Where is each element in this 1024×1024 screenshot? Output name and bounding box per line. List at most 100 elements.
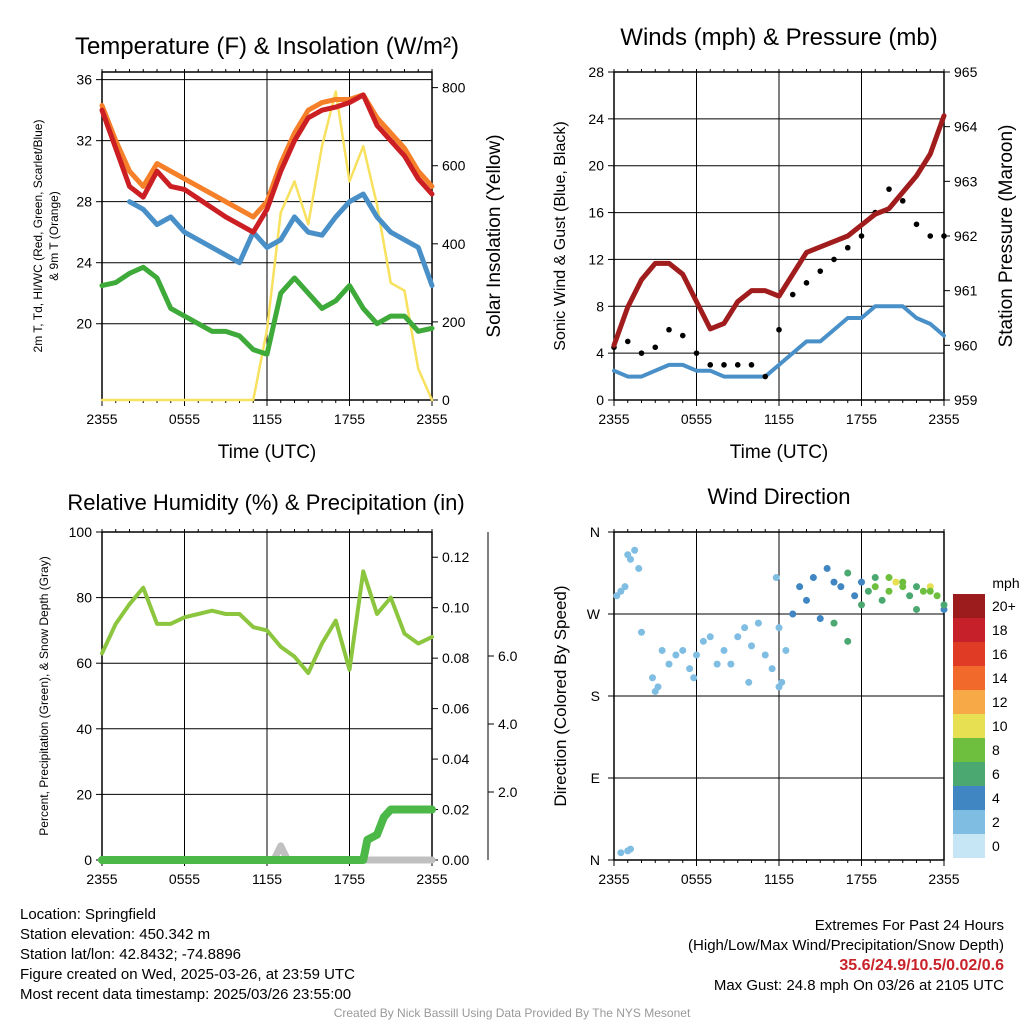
colorbar-swatch xyxy=(953,738,985,762)
gust-point xyxy=(652,344,659,351)
colorbar-swatch xyxy=(953,786,985,810)
direction-point xyxy=(768,665,776,673)
pressure-y2tick-label: 962 xyxy=(954,228,978,244)
direction-point xyxy=(837,583,845,591)
direction-point xyxy=(782,646,790,654)
rh-xtick-label: 1755 xyxy=(334,871,365,887)
pressure-y2tick-label: 964 xyxy=(954,119,978,135)
snow-axis-tick-label: 6.0 xyxy=(498,648,518,664)
gust-point xyxy=(803,280,810,286)
precip-y2tick-label: 0.12 xyxy=(442,549,469,565)
gust-point xyxy=(638,350,645,356)
precip-y2tick-label: 0.04 xyxy=(442,751,469,767)
wind-xlabel: Time (UTC) xyxy=(730,442,829,463)
temp-ylabel: 2m T, Td, HI/WC (Red, Green, Scarlet/Blu… xyxy=(31,120,45,353)
colorbar-label: 20+ xyxy=(992,598,1016,614)
direction-point xyxy=(727,660,735,668)
direction-point xyxy=(913,605,920,613)
colorbar-label: 18 xyxy=(992,622,1008,638)
gust-point xyxy=(707,362,714,368)
gust-point xyxy=(913,221,920,228)
colorbar-swatch xyxy=(953,834,985,858)
precip-y2tick-label: 0.06 xyxy=(442,701,469,717)
direction-point xyxy=(679,646,687,654)
direction-point xyxy=(621,583,629,591)
insolation-line xyxy=(100,90,434,402)
temp-ytick-label: 36 xyxy=(76,72,92,88)
rh-ylabel: Percent, Precipitation (Green), & Snow D… xyxy=(37,556,51,835)
colorbar-label: 10 xyxy=(992,718,1008,734)
gust-point xyxy=(899,198,906,204)
direction-point xyxy=(672,651,680,659)
direction-point xyxy=(796,583,804,591)
pressure-line xyxy=(611,113,947,348)
direction-point xyxy=(858,601,865,609)
rh-ytick-label: 40 xyxy=(76,721,92,737)
direction-point xyxy=(844,637,852,645)
dewpoint-line xyxy=(99,264,435,357)
direction-point xyxy=(871,583,879,591)
colorbar-label: 4 xyxy=(992,790,1000,806)
wind-ytick-label: 0 xyxy=(596,392,604,408)
direction-point xyxy=(926,587,934,595)
colorbar-label: 2 xyxy=(992,814,1000,830)
recent-text: Most recent data timestamp: 2025/03/26 2… xyxy=(20,986,352,1003)
precip-y2tick-label: 0.08 xyxy=(442,650,469,666)
temp-insol-y2tick-label: 400 xyxy=(442,236,466,252)
rh-ytick-label: 80 xyxy=(76,590,92,606)
max-gust-text: Max Gust: 24.8 mph On 03/26 at 2105 UTC xyxy=(713,977,1004,994)
direction-point xyxy=(627,845,634,853)
pressure-y2tick-label: 960 xyxy=(954,337,978,353)
precip-line xyxy=(98,805,436,864)
extremes-title: Extremes For Past 24 Hours xyxy=(814,917,1004,934)
direction-point xyxy=(830,619,838,627)
temp-insol-y2tick-label: 200 xyxy=(442,314,466,330)
temp-2m-line xyxy=(99,92,435,235)
dir-xtick-label: 1755 xyxy=(846,871,877,887)
wind-xtick-label: 2355 xyxy=(928,411,959,427)
direction-point xyxy=(823,564,831,572)
rh-xtick-label: 2355 xyxy=(416,871,447,887)
temp-xlabel: Time (UTC) xyxy=(218,442,317,463)
wind-ytick-label: 28 xyxy=(588,64,604,80)
dir-ytick-label: N xyxy=(590,852,600,868)
rh-xtick-label: 2355 xyxy=(86,871,117,887)
pressure-y2tick-label: 963 xyxy=(954,173,978,189)
wind-xtick-label: 2355 xyxy=(598,411,629,427)
gust-point xyxy=(817,268,824,274)
temp-y2label: Solar Insolation (Yellow) xyxy=(484,134,505,337)
gust-point xyxy=(748,362,755,368)
dir-ytick-label: W xyxy=(587,606,601,622)
temp-insol-y2tick-label: 600 xyxy=(442,158,466,174)
direction-point xyxy=(830,578,838,586)
temp-title: Temperature (F) & Insolation (W/m²) xyxy=(75,33,459,60)
direction-point xyxy=(654,683,662,691)
precip-y2tick-label: 0.10 xyxy=(442,600,469,616)
temp-9m-line xyxy=(99,92,435,220)
direction-point xyxy=(919,587,927,595)
wind-ytick-label: 20 xyxy=(588,158,604,174)
direction-point xyxy=(617,587,625,595)
direction-point xyxy=(892,578,900,586)
direction-point xyxy=(734,633,742,641)
colorbar-swatch xyxy=(953,594,985,618)
precip-y2tick-label: 0.02 xyxy=(442,802,469,818)
temp-ylabel-2: & 9m T (Orange) xyxy=(47,191,61,281)
colorbar-label: 16 xyxy=(992,646,1008,662)
temp-xtick-label: 1155 xyxy=(252,411,282,427)
colorbar-label: 12 xyxy=(992,694,1008,710)
dir-ylabel: Direction (Colored By Speed) xyxy=(551,585,570,806)
gust-point xyxy=(927,233,934,239)
direction-point xyxy=(748,642,755,650)
colorbar-swatch xyxy=(953,810,985,834)
elevation-text: Station elevation: 450.342 m xyxy=(20,926,211,943)
temp-xtick-label: 2355 xyxy=(416,411,447,427)
wind-title: Winds (mph) & Pressure (mb) xyxy=(620,24,937,51)
colorbar-label: 14 xyxy=(992,670,1008,686)
direction-point xyxy=(803,596,810,604)
temp-insol-y2tick-label: 0 xyxy=(442,392,450,408)
extremes-subtitle: (High/Low/Max Wind/Precipitation/Snow De… xyxy=(688,937,1004,954)
direction-point xyxy=(658,646,666,654)
dir-xtick-label: 0555 xyxy=(681,871,712,887)
